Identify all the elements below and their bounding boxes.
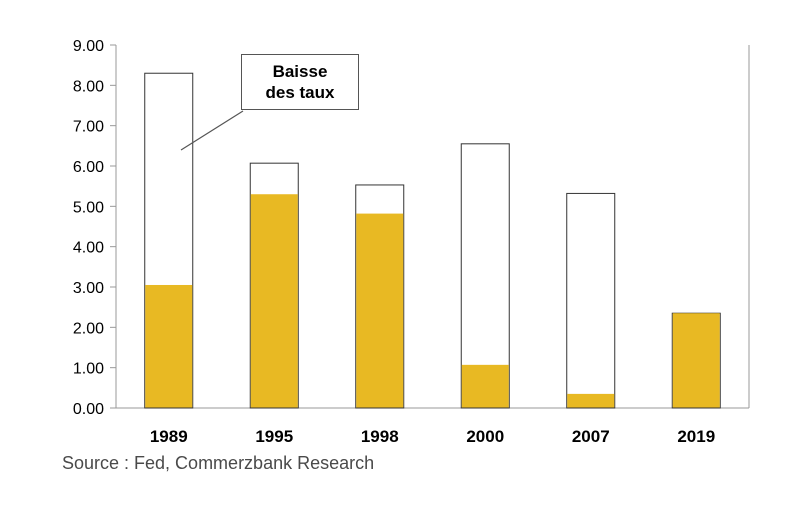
bar-filled-1995: [250, 194, 298, 408]
y-tick-label: 8.00: [73, 78, 104, 95]
y-tick-labels: 0.00 1.00 2.00 3.00 4.00 5.00 6.00 7.00 8.00 9.00: [73, 38, 116, 418]
annotation-box: Baisse des taux: [241, 54, 359, 110]
bar-filled-2007: [567, 393, 615, 408]
y-tick-label: 5.00: [73, 199, 104, 216]
x-tick-label: 2019: [677, 427, 715, 446]
annotation-leader-line: [180, 110, 244, 151]
annotation-line-1: Baisse: [272, 62, 328, 81]
x-tick-labels: 1989 1995 1998 2000 2007 2019: [150, 427, 715, 446]
x-tick-label: 1995: [255, 427, 293, 446]
y-tick-label: 2.00: [73, 320, 104, 337]
x-tick-label: 2007: [572, 427, 610, 446]
y-tick-label: 6.00: [73, 159, 104, 176]
x-tick-label: 1998: [361, 427, 399, 446]
bar-filled-1989: [145, 284, 193, 408]
y-tick-label: 0.00: [73, 401, 104, 418]
bar-total-2007: [566, 192, 616, 409]
chart-axes: [115, 45, 750, 409]
bar-filled-2000: [461, 364, 509, 408]
y-tick-label: 4.00: [73, 240, 104, 257]
bar-total-2000: [460, 143, 510, 409]
x-tick-label: 2000: [466, 427, 504, 446]
x-tick-label: 1989: [150, 427, 188, 446]
source-note: Source : Fed, Commerzbank Research: [62, 453, 375, 473]
annotation-line-2: des taux: [265, 83, 335, 102]
bar-filled-2019: [672, 313, 720, 408]
y-tick-label: 3.00: [73, 280, 104, 297]
chart-bars: [144, 72, 721, 409]
bar-filled-1998: [356, 213, 404, 408]
y-tick-label: 1.00: [73, 361, 104, 378]
y-tick-label: 7.00: [73, 119, 104, 136]
y-tick-label: 9.00: [73, 38, 104, 55]
